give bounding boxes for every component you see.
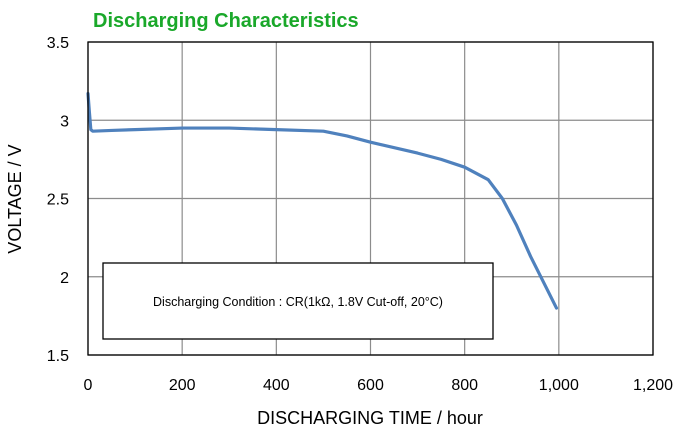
x-axis-label: DISCHARGING TIME / hour xyxy=(257,408,483,428)
x-tick-label: 0 xyxy=(84,377,93,394)
x-tick-label: 1,200 xyxy=(633,377,673,394)
y-tick-label: 3.5 xyxy=(47,35,69,52)
annotation: Discharging Condition : CR(1kΩ, 1.8V Cut… xyxy=(102,262,494,340)
y-tick-label: 2.5 xyxy=(47,192,69,209)
plot-frame xyxy=(87,41,654,356)
x-tick-label: 800 xyxy=(451,377,478,394)
y-tick-label: 3 xyxy=(60,113,69,130)
annotation-text: Discharging Condition : CR(1kΩ, 1.8V Cut… xyxy=(153,295,443,309)
annotation-box xyxy=(102,262,494,340)
x-tick-label: 400 xyxy=(263,377,290,394)
series-layer xyxy=(86,92,559,310)
y-tick-label: 1.5 xyxy=(47,348,69,365)
x-tick-label: 600 xyxy=(357,377,384,394)
x-tick-labels: 0 200 400 600 800 1,000 1,200 xyxy=(84,377,674,394)
y-tick-labels: 1.5 2 2.5 3 3.5 xyxy=(47,35,69,365)
chart-title: Discharging Characteristics xyxy=(93,10,359,32)
x-tick-label: 1,000 xyxy=(539,377,579,394)
y-tick-label: 2 xyxy=(60,270,69,287)
x-tick-label: 200 xyxy=(169,377,196,394)
y-axis-label: VOLTAGE / V xyxy=(5,144,25,253)
series-line xyxy=(86,92,559,310)
